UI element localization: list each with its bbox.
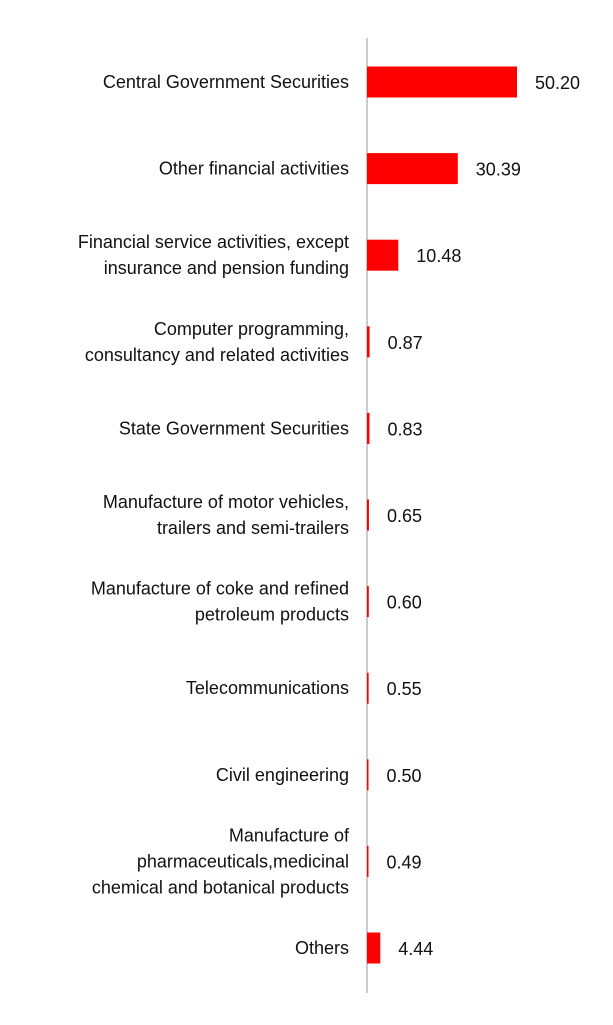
value-label: 0.60 bbox=[387, 593, 422, 613]
category-label-line: Computer programming, bbox=[154, 319, 349, 339]
category-label: Other financial activities bbox=[159, 159, 349, 179]
bar bbox=[367, 499, 369, 531]
category-label-line: Civil engineering bbox=[216, 765, 349, 785]
bar-row: Telecommunications 0.55 bbox=[186, 672, 422, 704]
category-label-line: Financial service activities, except bbox=[78, 232, 349, 252]
value-label: 0.55 bbox=[387, 679, 422, 699]
category-label-line: State Government Securities bbox=[119, 418, 349, 438]
category-label-line: pharmaceuticals,medicinal bbox=[137, 851, 349, 871]
bar bbox=[367, 239, 399, 271]
value-label: 4.44 bbox=[398, 939, 433, 959]
bar-row: Central Government Securities 50.20 bbox=[103, 66, 580, 98]
category-label-line: Other financial activities bbox=[159, 159, 349, 179]
category-label: Central Government Securities bbox=[103, 72, 349, 92]
bar bbox=[367, 845, 369, 877]
bar-row: Civil engineering 0.50 bbox=[216, 759, 422, 791]
bar-row: Financial service activities, except insu… bbox=[78, 232, 461, 278]
category-label: State Government Securities bbox=[119, 418, 349, 438]
value-label: 0.87 bbox=[388, 333, 423, 353]
bar-row: Manufacture of pharmaceuticals,medicinal c… bbox=[92, 825, 422, 897]
category-label-line: trailers and semi-trailers bbox=[157, 518, 349, 538]
chart-rows: Central Government Securities 50.20 Other … bbox=[78, 66, 580, 964]
category-label-line: chemical and botanical products bbox=[92, 877, 349, 897]
category-label-line: insurance and pension funding bbox=[104, 258, 349, 278]
bar-row: Others 4.44 bbox=[295, 932, 433, 964]
category-label-line: Manufacture of coke and refined bbox=[91, 579, 349, 599]
category-label-line: Telecommunications bbox=[186, 678, 349, 698]
category-label-line: Manufacture of motor vehicles, bbox=[103, 492, 349, 512]
value-label: 0.50 bbox=[387, 766, 422, 786]
bar-row: Manufacture of coke and refined petroleum… bbox=[91, 579, 422, 625]
category-label: Financial service activities, except insu… bbox=[78, 232, 349, 278]
category-label: Computer programming, consultancy and rel… bbox=[85, 319, 349, 365]
category-label-line: Others bbox=[295, 938, 349, 958]
category-label: Manufacture of coke and refined petroleum… bbox=[91, 579, 349, 625]
bar-row: State Government Securities 0.83 bbox=[119, 412, 423, 444]
bar-row: Other financial activities 30.39 bbox=[159, 153, 521, 185]
category-label: Telecommunications bbox=[186, 678, 349, 698]
category-label: Civil engineering bbox=[216, 765, 349, 785]
bar bbox=[367, 153, 458, 185]
bar bbox=[367, 326, 370, 358]
value-label: 0.83 bbox=[387, 419, 422, 439]
value-label: 0.65 bbox=[387, 506, 422, 526]
bar bbox=[367, 66, 517, 98]
bar-row: Computer programming, consultancy and rel… bbox=[85, 319, 423, 365]
bar bbox=[367, 672, 369, 704]
category-label-line: petroleum products bbox=[195, 605, 349, 625]
category-label: Manufacture of pharmaceuticals,medicinal c… bbox=[92, 825, 350, 897]
value-label: 10.48 bbox=[416, 246, 461, 266]
category-label-line: consultancy and related activities bbox=[85, 345, 349, 365]
category-label-line: Central Government Securities bbox=[103, 72, 349, 92]
bar bbox=[367, 932, 381, 964]
bar bbox=[367, 586, 369, 618]
value-label: 0.49 bbox=[387, 852, 422, 872]
bar bbox=[367, 412, 370, 444]
category-label-line: Manufacture of bbox=[229, 825, 350, 845]
value-label: 50.20 bbox=[535, 73, 580, 93]
category-label: Manufacture of motor vehicles, trailers a… bbox=[103, 492, 349, 538]
bar-row: Manufacture of motor vehicles, trailers a… bbox=[103, 492, 422, 538]
value-label: 30.39 bbox=[476, 160, 521, 180]
bar bbox=[367, 759, 369, 791]
category-label: Others bbox=[295, 938, 349, 958]
